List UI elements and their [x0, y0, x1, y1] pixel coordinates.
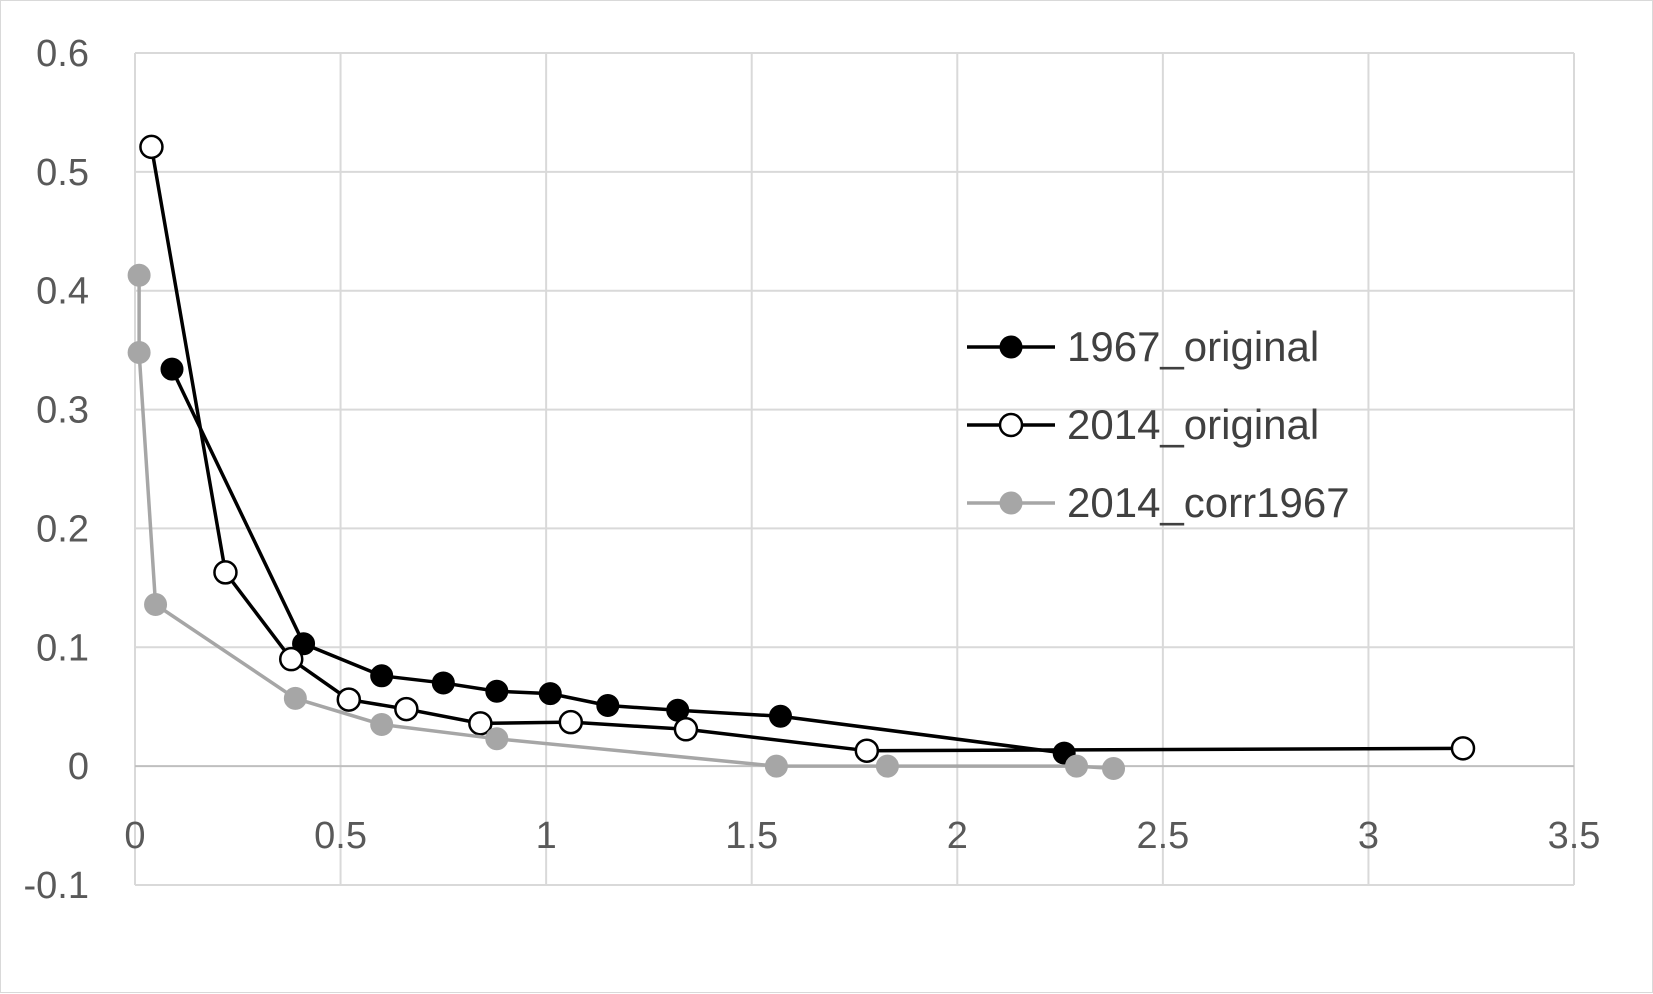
data-point — [673, 717, 699, 742]
data-point — [768, 704, 792, 728]
data-point — [596, 694, 620, 718]
y-tick-label: 0.5 — [36, 152, 89, 194]
series-2014_corr1967 — [127, 263, 1126, 781]
series-line — [149, 146, 1463, 753]
data-point — [485, 727, 509, 751]
data-point — [854, 738, 880, 763]
legend-entry: 1967_original — [967, 323, 1319, 370]
x-tick-label: 1 — [536, 815, 557, 857]
series-line — [170, 368, 1065, 755]
y-tick-label: -0.1 — [24, 865, 89, 907]
y-tick-label: 0.3 — [36, 390, 89, 432]
y-tick-label: 0.2 — [36, 508, 89, 550]
data-point — [485, 679, 509, 703]
legend-marker — [999, 335, 1023, 359]
x-tick-label: 0.5 — [314, 815, 367, 857]
data-point — [764, 754, 788, 778]
legend-entry: 2014_original — [967, 401, 1319, 448]
y-tick-label: 0.4 — [36, 271, 89, 313]
x-tick-label: 2 — [947, 815, 968, 857]
data-point — [558, 709, 584, 735]
data-point — [160, 357, 184, 381]
data-point — [468, 711, 493, 736]
series-1967_original — [160, 357, 1076, 765]
data-point — [370, 713, 394, 737]
legend-entry: 2014_corr1967 — [967, 479, 1350, 526]
legend-label: 2014_original — [1067, 401, 1319, 448]
data-point — [139, 134, 164, 160]
legend-label: 2014_corr1967 — [1067, 479, 1350, 526]
tick-labels: 0 0.5 1 1.5 2 2.5 3 3.5 -0.1 0 0.1 0.2 0.3 0.4 0.5 0.6 — [24, 33, 1601, 907]
y-tick-label: 0.1 — [36, 627, 89, 669]
data-point — [431, 671, 455, 695]
legend-label: 1967_original — [1067, 323, 1319, 370]
data-point — [144, 592, 168, 616]
data-point — [336, 687, 362, 712]
data-point — [213, 560, 238, 585]
data-point — [1102, 757, 1126, 781]
plot-area — [127, 134, 1476, 781]
x-tick-label: 3 — [1358, 815, 1379, 857]
data-point — [127, 341, 151, 365]
x-tick-label: 0 — [124, 815, 145, 857]
series-line — [137, 275, 1114, 771]
legend-marker — [999, 491, 1023, 515]
data-point — [278, 646, 304, 672]
y-tick-label: 0 — [68, 746, 89, 788]
data-point — [127, 263, 151, 287]
data-point — [370, 664, 394, 688]
data-point — [394, 696, 419, 722]
legend-marker — [998, 412, 1024, 438]
x-tick-label: 1.5 — [725, 815, 778, 857]
x-tick-label: 2.5 — [1136, 815, 1189, 857]
x-tick-label: 3.5 — [1548, 815, 1601, 857]
legend: 1967_original 2014_original 2014_corr1967 — [967, 323, 1350, 526]
data-point — [538, 682, 562, 706]
data-point — [875, 754, 899, 778]
y-tick-label: 0.6 — [36, 33, 89, 75]
data-point — [1450, 736, 1476, 761]
data-point — [283, 686, 307, 710]
series-2014_original — [139, 134, 1476, 763]
data-point — [1065, 754, 1089, 778]
gridlines — [134, 52, 1575, 886]
